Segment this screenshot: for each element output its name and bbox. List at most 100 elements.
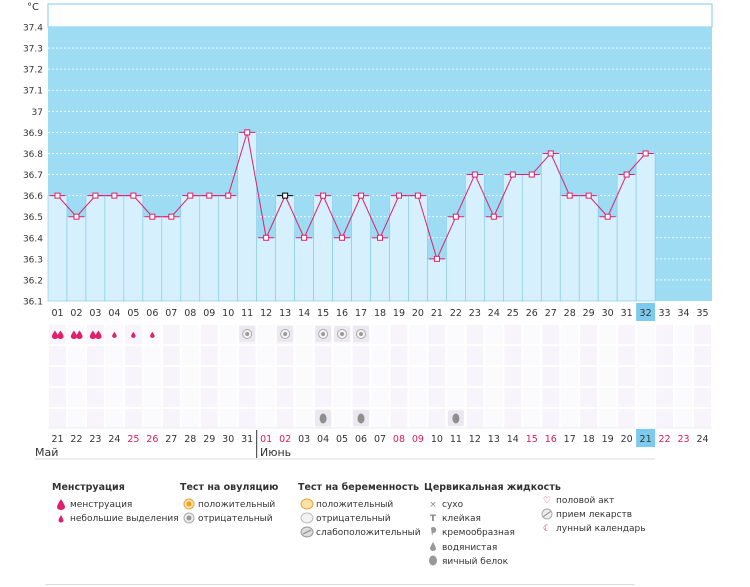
temperature-point <box>320 192 327 199</box>
medication-icon <box>538 508 556 523</box>
temperature-bar <box>294 237 314 302</box>
grid-cell <box>199 345 219 366</box>
grid-cell <box>370 408 390 429</box>
grid-cell <box>674 366 694 387</box>
temperature-bar <box>465 174 485 302</box>
calendar-date-label: 17 <box>564 434 576 445</box>
sticky-icon: T <box>429 514 437 525</box>
cycle-day-label: 33 <box>659 308 671 319</box>
temperature-point <box>623 171 630 178</box>
grid-cell <box>48 387 67 408</box>
temperature-point <box>130 192 137 199</box>
calendar-date-label: 21 <box>51 434 63 445</box>
legend-label: половой акт <box>556 496 615 507</box>
creamy-icon <box>424 526 442 540</box>
legend-label: яичный белок <box>442 556 509 567</box>
calendar-date-label: 02 <box>279 434 291 445</box>
calendar-date-label: 04 <box>317 434 329 445</box>
y-tick-label: 37.3 <box>23 45 43 55</box>
grid-cell <box>351 366 371 387</box>
grid-cell <box>294 408 314 429</box>
grid-cell <box>522 345 542 366</box>
temperature-point <box>414 192 421 199</box>
calendar-date-label: 03 <box>298 434 310 445</box>
grid-cell <box>275 387 295 408</box>
egg-white-icon <box>424 554 442 569</box>
cycle-day-label: 14 <box>298 308 310 319</box>
grid-cell <box>579 408 599 429</box>
grid-cell <box>142 408 162 429</box>
grid-cell <box>66 324 86 345</box>
menstruation-icon <box>57 330 64 340</box>
grid-cell <box>446 366 466 387</box>
grid-cell <box>123 387 143 408</box>
grid-cell <box>598 408 618 429</box>
temperature-bar <box>142 216 163 302</box>
temperature-bar <box>559 195 580 302</box>
grid-cell <box>617 366 637 387</box>
legend-cervical-title: Цервикальная жидкость <box>424 482 561 493</box>
legend-menstruation: Менструация менструация небольшие выделе… <box>52 482 179 526</box>
grid-cell <box>218 387 238 408</box>
y-tick-label: 36.8 <box>23 150 43 160</box>
grid-cell <box>636 408 656 429</box>
temperature-point <box>528 171 535 178</box>
grid-cell <box>48 408 67 429</box>
grid-cell <box>693 366 712 387</box>
moon-icon: ☾ <box>542 524 552 535</box>
grid-cell <box>161 366 181 387</box>
grid-cell <box>48 324 67 345</box>
grid-cell <box>142 387 162 408</box>
y-tick-label: 37 <box>32 108 43 118</box>
grid-cell <box>503 387 523 408</box>
grid-cell <box>85 345 105 366</box>
temperature-point <box>471 171 478 178</box>
temperature-bar <box>180 195 201 302</box>
temperature-point <box>111 192 118 199</box>
grid-cell <box>389 324 409 345</box>
y-tick-label: 37.2 <box>23 66 43 76</box>
calendar-date-label: 15 <box>526 434 538 445</box>
grid-cell <box>256 345 276 366</box>
grid-cell <box>465 324 485 345</box>
grid-cell <box>294 345 314 366</box>
grid-cell <box>66 345 86 366</box>
grid-cell <box>161 408 181 429</box>
grid-cell <box>313 366 333 387</box>
ovulation-negative-core <box>340 332 345 336</box>
menstruation-icon <box>95 330 102 340</box>
menstruation-icon <box>51 330 59 340</box>
grid-cell <box>370 387 390 408</box>
current-date-highlight <box>636 429 656 447</box>
grid-cell <box>522 387 542 408</box>
temperature-bar <box>597 216 618 302</box>
grid-cell <box>142 366 162 387</box>
ovulation-negative-core <box>321 332 326 336</box>
grid-cell <box>161 345 181 366</box>
grid-cell <box>408 387 428 408</box>
grid-cell <box>617 345 637 366</box>
grid-cell <box>636 366 656 387</box>
grid-cell <box>370 366 390 387</box>
cycle-day-label: 04 <box>108 308 120 319</box>
legend-label: отрицательный <box>198 514 273 525</box>
grid-cell <box>180 408 200 429</box>
legend-label: сухо <box>442 500 464 511</box>
calendar-date-label: 23 <box>89 434 101 445</box>
calendar-date-label: 24 <box>696 434 708 445</box>
temperature-point <box>358 192 365 199</box>
grid-cell <box>674 324 694 345</box>
grid-cell <box>256 408 276 429</box>
grid-cell <box>294 366 314 387</box>
grid-cell <box>48 345 67 366</box>
grid-cell <box>617 387 637 408</box>
y-tick-label: 36.1 <box>23 298 43 308</box>
cycle-day-label: 22 <box>450 308 462 319</box>
grid-cell <box>180 387 200 408</box>
temperature-bar <box>123 195 144 302</box>
grid-cell <box>693 387 712 408</box>
grid-cell <box>218 324 238 345</box>
temperature-bar <box>256 237 276 302</box>
grid-cell <box>351 387 371 408</box>
legend-ovulation: Тест на овуляцию положительный отрицател… <box>180 482 278 526</box>
